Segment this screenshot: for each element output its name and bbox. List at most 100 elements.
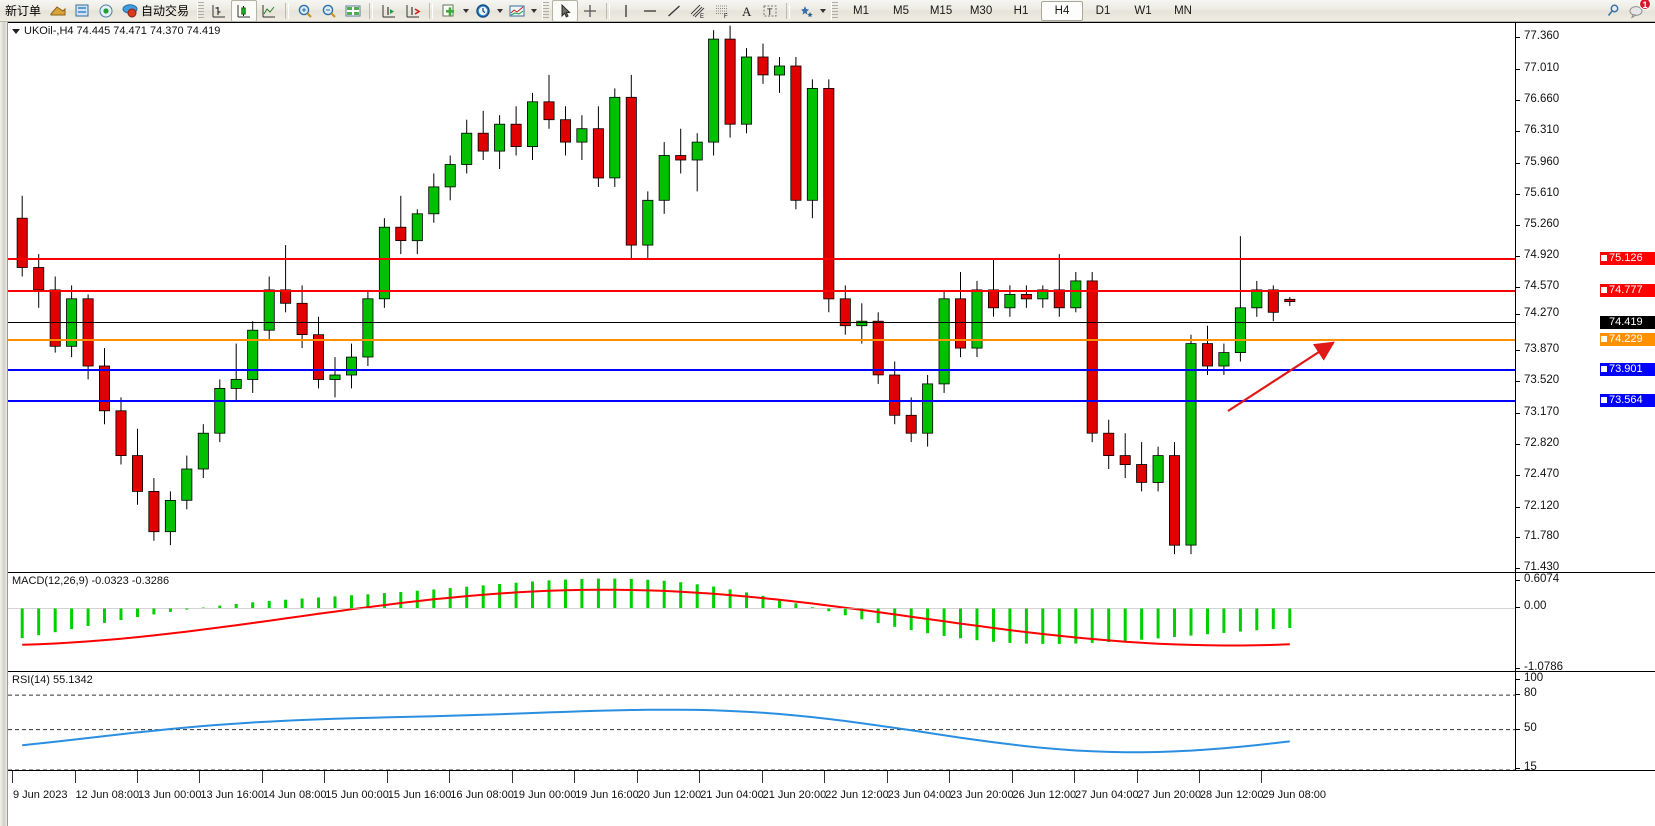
new-order-button[interactable]: 新订单 (0, 1, 46, 21)
period-dropdown-arrow[interactable] (495, 1, 505, 21)
toolbar-sep-2 (369, 2, 374, 19)
level-tag-last-price[interactable]: 74.419 (1600, 316, 1655, 329)
cursor-icon[interactable] (552, 0, 579, 22)
toolbar-grip-3[interactable] (831, 1, 839, 20)
toolbar-sep-3 (429, 2, 434, 19)
time-tick-mark (824, 771, 826, 783)
time-tick-mark (386, 771, 388, 783)
macd-pane[interactable]: MACD(12,26,9) -0.0323 -0.3286 0.6074 0.0… (8, 572, 1655, 671)
level-tag-resistance-2[interactable]: 74.777 (1600, 284, 1655, 297)
candlestick-icon[interactable] (231, 0, 258, 22)
rsi-pane[interactable]: RSI(14) 55.1342 100 80 50 15 (8, 671, 1655, 770)
price-scale[interactable]: 77.360 77.010 76.660 76.310 75.960 75.61… (1515, 23, 1655, 572)
toolbar-grip-2[interactable] (542, 1, 550, 20)
time-tick-label: 21 Jun 20:00 (762, 789, 827, 801)
data-window-icon[interactable] (70, 1, 94, 21)
time-tick-label: 27 Jun 20:00 (1137, 789, 1202, 801)
rsi-title: RSI(14) 55.1342 (12, 674, 93, 686)
shift-end-icon[interactable] (377, 1, 401, 21)
zoom-in-icon[interactable] (293, 1, 317, 21)
objects-dropdown-arrow[interactable] (818, 1, 828, 21)
price-pane[interactable]: UKOil-,H4 74.445 74.471 74.370 74.419 77… (8, 22, 1655, 572)
toolbar-grip-1[interactable] (197, 1, 205, 20)
level-line-support-1[interactable] (8, 369, 1515, 371)
rsi-series (8, 694, 1515, 770)
time-tick-mark (449, 771, 451, 783)
rsi-scale: 100 80 50 15 (1515, 672, 1655, 770)
level-value: 73.901 (1609, 363, 1643, 375)
auto-scroll-icon[interactable] (401, 1, 425, 21)
toolbar-right-group: 1 (1601, 0, 1655, 21)
time-tick-mark (1011, 771, 1013, 783)
time-tick-mark (1198, 771, 1200, 783)
time-tick-label: 28 Jun 12:00 (1199, 789, 1264, 801)
timeframe-d1[interactable]: D1 (1095, 4, 1111, 17)
period-icon[interactable] (471, 1, 495, 21)
templates-dropdown-arrow[interactable] (461, 1, 471, 21)
level-value: 74.777 (1609, 284, 1643, 296)
time-tick-label: 23 Jun 20:00 (950, 789, 1014, 801)
fibonacci-icon[interactable]: F (710, 1, 734, 21)
time-tick-label: 29 Jun 08:00 (1262, 789, 1327, 801)
time-tick-label: 16 Jun 08:00 (450, 789, 514, 801)
autotrading-label: 自动交易 (141, 4, 190, 18)
time-tick-label: 13 Jun 16:00 (200, 789, 265, 801)
chart-type-icon[interactable] (46, 1, 70, 21)
zoom-out-icon[interactable] (317, 1, 341, 21)
time-axis[interactable]: 9 Jun 2023 12 Jun 08:00 13 Jun 00:00 13 Jun… (8, 770, 1655, 826)
indicators-dropdown-arrow[interactable] (529, 1, 539, 21)
timeframe-m1[interactable]: M1 (853, 4, 870, 17)
level-line-resistance-1[interactable] (8, 258, 1515, 260)
macd-plot[interactable] (8, 573, 1515, 671)
level-tag-support-1[interactable]: 73.901 (1600, 363, 1655, 376)
crosshair-icon[interactable] (578, 1, 602, 21)
time-tick-mark (324, 771, 326, 783)
level-line-pivot[interactable] (8, 339, 1515, 341)
navigator-icon[interactable] (94, 1, 118, 21)
chevron-down-icon[interactable] (12, 28, 20, 34)
level-tag-support-2[interactable]: 73.564 (1600, 394, 1655, 407)
line-chart-icon[interactable] (257, 1, 281, 21)
objects-icon[interactable] (794, 1, 818, 21)
horizontal-line-icon[interactable] (638, 1, 662, 21)
time-tick-mark (261, 771, 263, 783)
chart-area: UKOil-,H4 74.445 74.471 74.370 74.419 77… (0, 22, 1655, 826)
time-tick-mark (1261, 771, 1263, 783)
timeframe-h1[interactable]: H1 (1013, 4, 1029, 17)
level-line-support-2[interactable] (8, 400, 1515, 402)
level-line-resistance-2[interactable] (8, 290, 1515, 292)
candlestick-series (16, 25, 1296, 555)
vertical-line-icon[interactable] (614, 1, 638, 21)
indicators-icon[interactable] (505, 1, 529, 21)
time-tick-label: 27 Jun 04:00 (1075, 789, 1139, 801)
level-tag-pivot[interactable]: 74.229 (1600, 333, 1655, 346)
timeframe-h4[interactable]: H4 (1041, 0, 1084, 21)
chart-left-scrollbar[interactable] (0, 22, 8, 826)
text-label-icon[interactable]: T (758, 1, 782, 21)
macd-scale: 0.6074 0.00 -1.0786 (1515, 573, 1655, 671)
timeframe-m15[interactable]: M15 (929, 4, 953, 17)
timeframe-w1[interactable]: W1 (1134, 4, 1152, 17)
level-line-last-price[interactable] (8, 322, 1515, 323)
equidistant-channel-icon[interactable]: E (686, 1, 710, 21)
timeframe-m5[interactable]: M5 (893, 4, 910, 17)
alerts-count: 1 (1639, 0, 1651, 10)
time-tick-label: 15 Jun 00:00 (325, 789, 389, 801)
alerts-icon[interactable]: 1 (1625, 0, 1651, 21)
timeframe-m30[interactable]: M30 (969, 4, 993, 17)
time-tick-label: 26 Jun 12:00 (1012, 789, 1077, 801)
timeframe-mn[interactable]: MN (1174, 4, 1192, 17)
level-tag-resistance-1[interactable]: 75.126 (1600, 252, 1655, 265)
price-plot[interactable] (8, 23, 1515, 572)
new-order-label: 新订单 (5, 4, 42, 18)
templates-icon[interactable] (437, 1, 461, 21)
trendline-icon[interactable] (662, 1, 686, 21)
time-tick-label: 19 Jun 16:00 (575, 789, 639, 801)
rsi-plot[interactable] (8, 672, 1515, 770)
text-icon[interactable]: A (734, 1, 758, 21)
svg-text:A: A (742, 4, 752, 19)
grid-icon[interactable] (341, 1, 365, 21)
search-icon[interactable] (1601, 1, 1625, 21)
autotrading-button[interactable]: 自动交易 (118, 1, 194, 21)
bar-chart-icon[interactable] (207, 1, 231, 21)
